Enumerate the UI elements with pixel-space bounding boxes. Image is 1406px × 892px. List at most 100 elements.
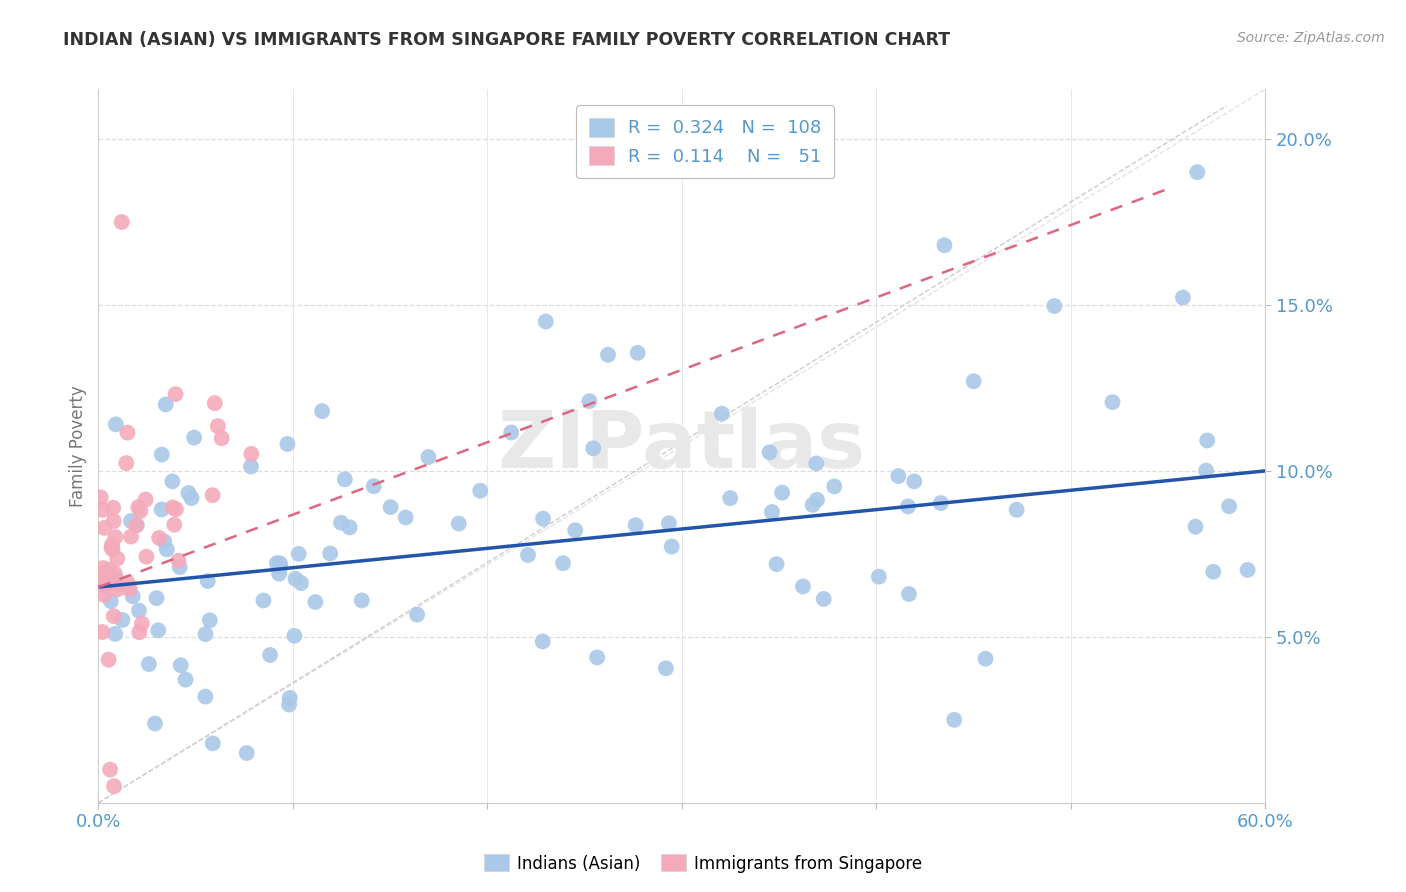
Point [101, 538, 124, 552]
Point [1202, 565, 1225, 579]
Point [240, 459, 263, 474]
Point [470, 483, 492, 498]
Point [806, 457, 828, 471]
Point [761, 505, 783, 519]
Text: INDIAN (ASIAN) VS IMMIGRANTS FROM SINGAPORE FAMILY POVERTY CORRELATION CHART: INDIAN (ASIAN) VS IMMIGRANTS FROM SINGAP… [63, 31, 950, 49]
Point [290, 576, 312, 591]
Point [197, 574, 219, 588]
Point [240, 447, 263, 461]
Point [162, 475, 184, 489]
Point [534, 314, 557, 328]
Point [93, 521, 115, 535]
Point [105, 577, 128, 591]
Point [551, 556, 574, 570]
Point [269, 559, 291, 574]
Point [395, 510, 418, 524]
Point [1197, 434, 1219, 448]
Point [91, 561, 114, 575]
Point [90, 491, 112, 505]
Point [211, 431, 233, 445]
Point [129, 504, 152, 518]
Point [105, 572, 128, 586]
Point [287, 547, 309, 561]
Point [118, 582, 141, 597]
Point [868, 569, 890, 583]
Point [183, 431, 205, 445]
Point [138, 657, 160, 671]
Point [330, 516, 353, 530]
Point [447, 516, 470, 531]
Point [174, 673, 197, 687]
Point [517, 548, 540, 562]
Point [101, 542, 124, 557]
Point [100, 541, 122, 555]
Point [131, 616, 153, 631]
Point [115, 456, 138, 470]
Text: Source: ZipAtlas.com: Source: ZipAtlas.com [1237, 31, 1385, 45]
Point [101, 500, 124, 515]
Point [269, 566, 291, 581]
Point [1218, 500, 1240, 514]
Point [100, 594, 122, 608]
Point [586, 650, 609, 665]
Point [153, 534, 176, 549]
Point [169, 560, 191, 574]
Point [120, 514, 142, 528]
Point [596, 348, 619, 362]
Point [903, 475, 925, 489]
Point [252, 593, 274, 607]
Point [145, 591, 167, 606]
Point [806, 492, 828, 507]
Point [943, 713, 966, 727]
Point [103, 514, 125, 528]
Point [143, 716, 166, 731]
Point [163, 517, 186, 532]
Point [792, 579, 814, 593]
Point [718, 491, 741, 505]
Point [167, 554, 190, 568]
Point [194, 690, 217, 704]
Point [155, 397, 177, 411]
Point [201, 488, 224, 502]
Point [897, 587, 920, 601]
Point [1184, 519, 1206, 533]
Point [91, 625, 114, 640]
Point [128, 625, 150, 640]
Point [339, 520, 361, 534]
Point [661, 540, 683, 554]
Point [170, 658, 193, 673]
Point [887, 469, 910, 483]
Point [105, 582, 128, 597]
Point [259, 648, 281, 662]
Point [283, 629, 305, 643]
Y-axis label: Family Poverty: Family Poverty [69, 385, 87, 507]
Point [380, 500, 402, 514]
Point [1005, 503, 1028, 517]
Point [148, 531, 170, 545]
Point [627, 346, 650, 360]
Point [98, 563, 121, 577]
Point [350, 593, 373, 607]
Point [406, 607, 429, 622]
Point [204, 396, 226, 410]
Point [823, 479, 845, 493]
Point [658, 516, 681, 531]
Point [125, 518, 148, 533]
Point [111, 215, 134, 229]
Point [180, 491, 202, 505]
Point [934, 238, 956, 252]
Point [655, 661, 678, 675]
Point [1171, 291, 1194, 305]
Point [104, 417, 127, 432]
Point [104, 566, 127, 581]
Point [93, 573, 115, 587]
Point [104, 627, 127, 641]
Point [276, 437, 298, 451]
Point [111, 613, 134, 627]
Point [578, 394, 600, 409]
Point [103, 609, 125, 624]
Point [96, 574, 118, 588]
Point [121, 590, 143, 604]
Point [117, 425, 139, 440]
Point [127, 500, 149, 514]
